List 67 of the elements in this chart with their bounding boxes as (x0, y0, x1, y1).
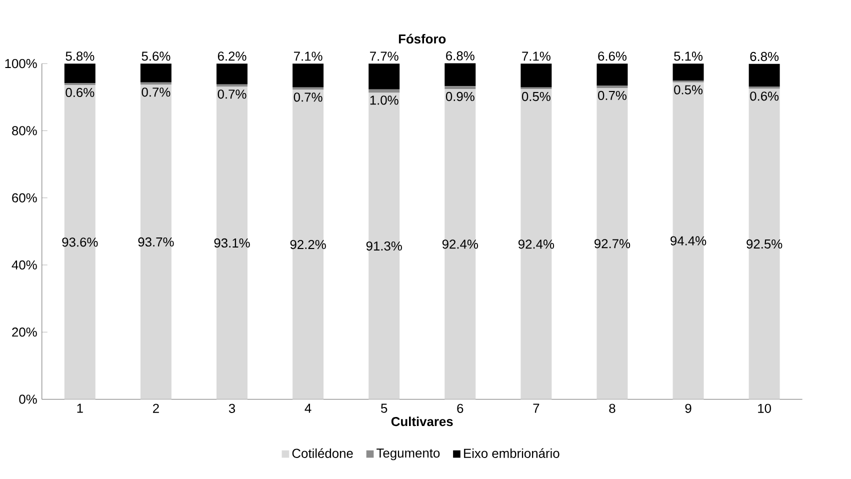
data-label: 92.4% (518, 239, 554, 249)
bar (292, 63, 324, 88)
data-label: 0.6% (66, 88, 94, 97)
legend-label: Cotilédone (292, 448, 353, 458)
data-label: 92.2% (290, 240, 326, 249)
legend-label: Tegumento (376, 448, 440, 460)
y-tick-label: 0% (19, 394, 37, 404)
data-label: 92.5% (746, 239, 782, 248)
chart-title: Fósforo (398, 34, 446, 44)
x-tick-label: 5 (381, 404, 388, 413)
data-label: 5.8% (66, 51, 94, 61)
data-label: 6.6% (598, 51, 626, 61)
x-tick-label: 8 (609, 404, 616, 413)
data-label: 6.8% (446, 51, 474, 60)
x-tick-label: 1 (77, 404, 83, 413)
bar (444, 63, 476, 86)
x-tick-label: 7 (533, 404, 540, 413)
bar (292, 87, 324, 90)
x-tick-label: 3 (228, 404, 236, 413)
y-tick-label: 60% (12, 193, 37, 202)
y-tick-label: 20% (12, 327, 37, 337)
x-tick-label: 6 (457, 404, 464, 413)
x-tick-label: 10 (758, 404, 771, 413)
bar (368, 63, 400, 90)
bar (216, 63, 248, 84)
data-label: 92.7% (594, 238, 630, 248)
data-label: 0.7% (218, 89, 246, 99)
data-label: 92.4% (442, 239, 478, 249)
bar (520, 63, 552, 88)
data-label: 0.9% (446, 92, 474, 101)
data-label: 6.8% (750, 52, 779, 61)
data-label: 93.1% (214, 238, 250, 248)
bar (748, 64, 780, 87)
data-label: 0.6% (750, 91, 779, 101)
legend-label: Eixo embrionário (464, 448, 560, 458)
x-tick-label: 4 (304, 404, 312, 413)
bar (444, 86, 476, 89)
data-label: 7.1% (522, 52, 550, 61)
data-label: 0.5% (522, 92, 550, 101)
data-label: 0.7% (598, 90, 626, 100)
data-label: 94.4% (670, 236, 706, 246)
y-tick-label: 40% (12, 260, 37, 270)
bar (64, 63, 96, 83)
x-tick-label: 2 (153, 404, 159, 413)
bar (596, 63, 628, 86)
y-tick-label: 80% (12, 126, 37, 136)
data-label: 1.0% (370, 95, 398, 105)
bar (444, 88, 476, 400)
data-label: 5.6% (142, 51, 170, 61)
data-label: 0.7% (142, 87, 170, 97)
data-label: 6.2% (218, 51, 246, 61)
data-label: 5.1% (674, 52, 703, 61)
data-label: 0.5% (674, 85, 703, 94)
bar (140, 63, 172, 82)
data-label: 7.1% (294, 52, 322, 61)
data-label: 93.7% (138, 237, 174, 246)
data-label: 7.7% (370, 52, 398, 61)
bar (672, 63, 704, 81)
y-tick-label: 100% (5, 58, 37, 68)
x-tick-label: 9 (685, 404, 692, 413)
bar (368, 89, 400, 93)
data-label: 0.7% (294, 92, 322, 102)
data-label: 91.3% (366, 241, 402, 250)
x-axis-title: Cultivares (391, 416, 453, 426)
bar (520, 88, 552, 400)
data-label: 93.6% (62, 237, 98, 247)
bar (596, 88, 628, 400)
